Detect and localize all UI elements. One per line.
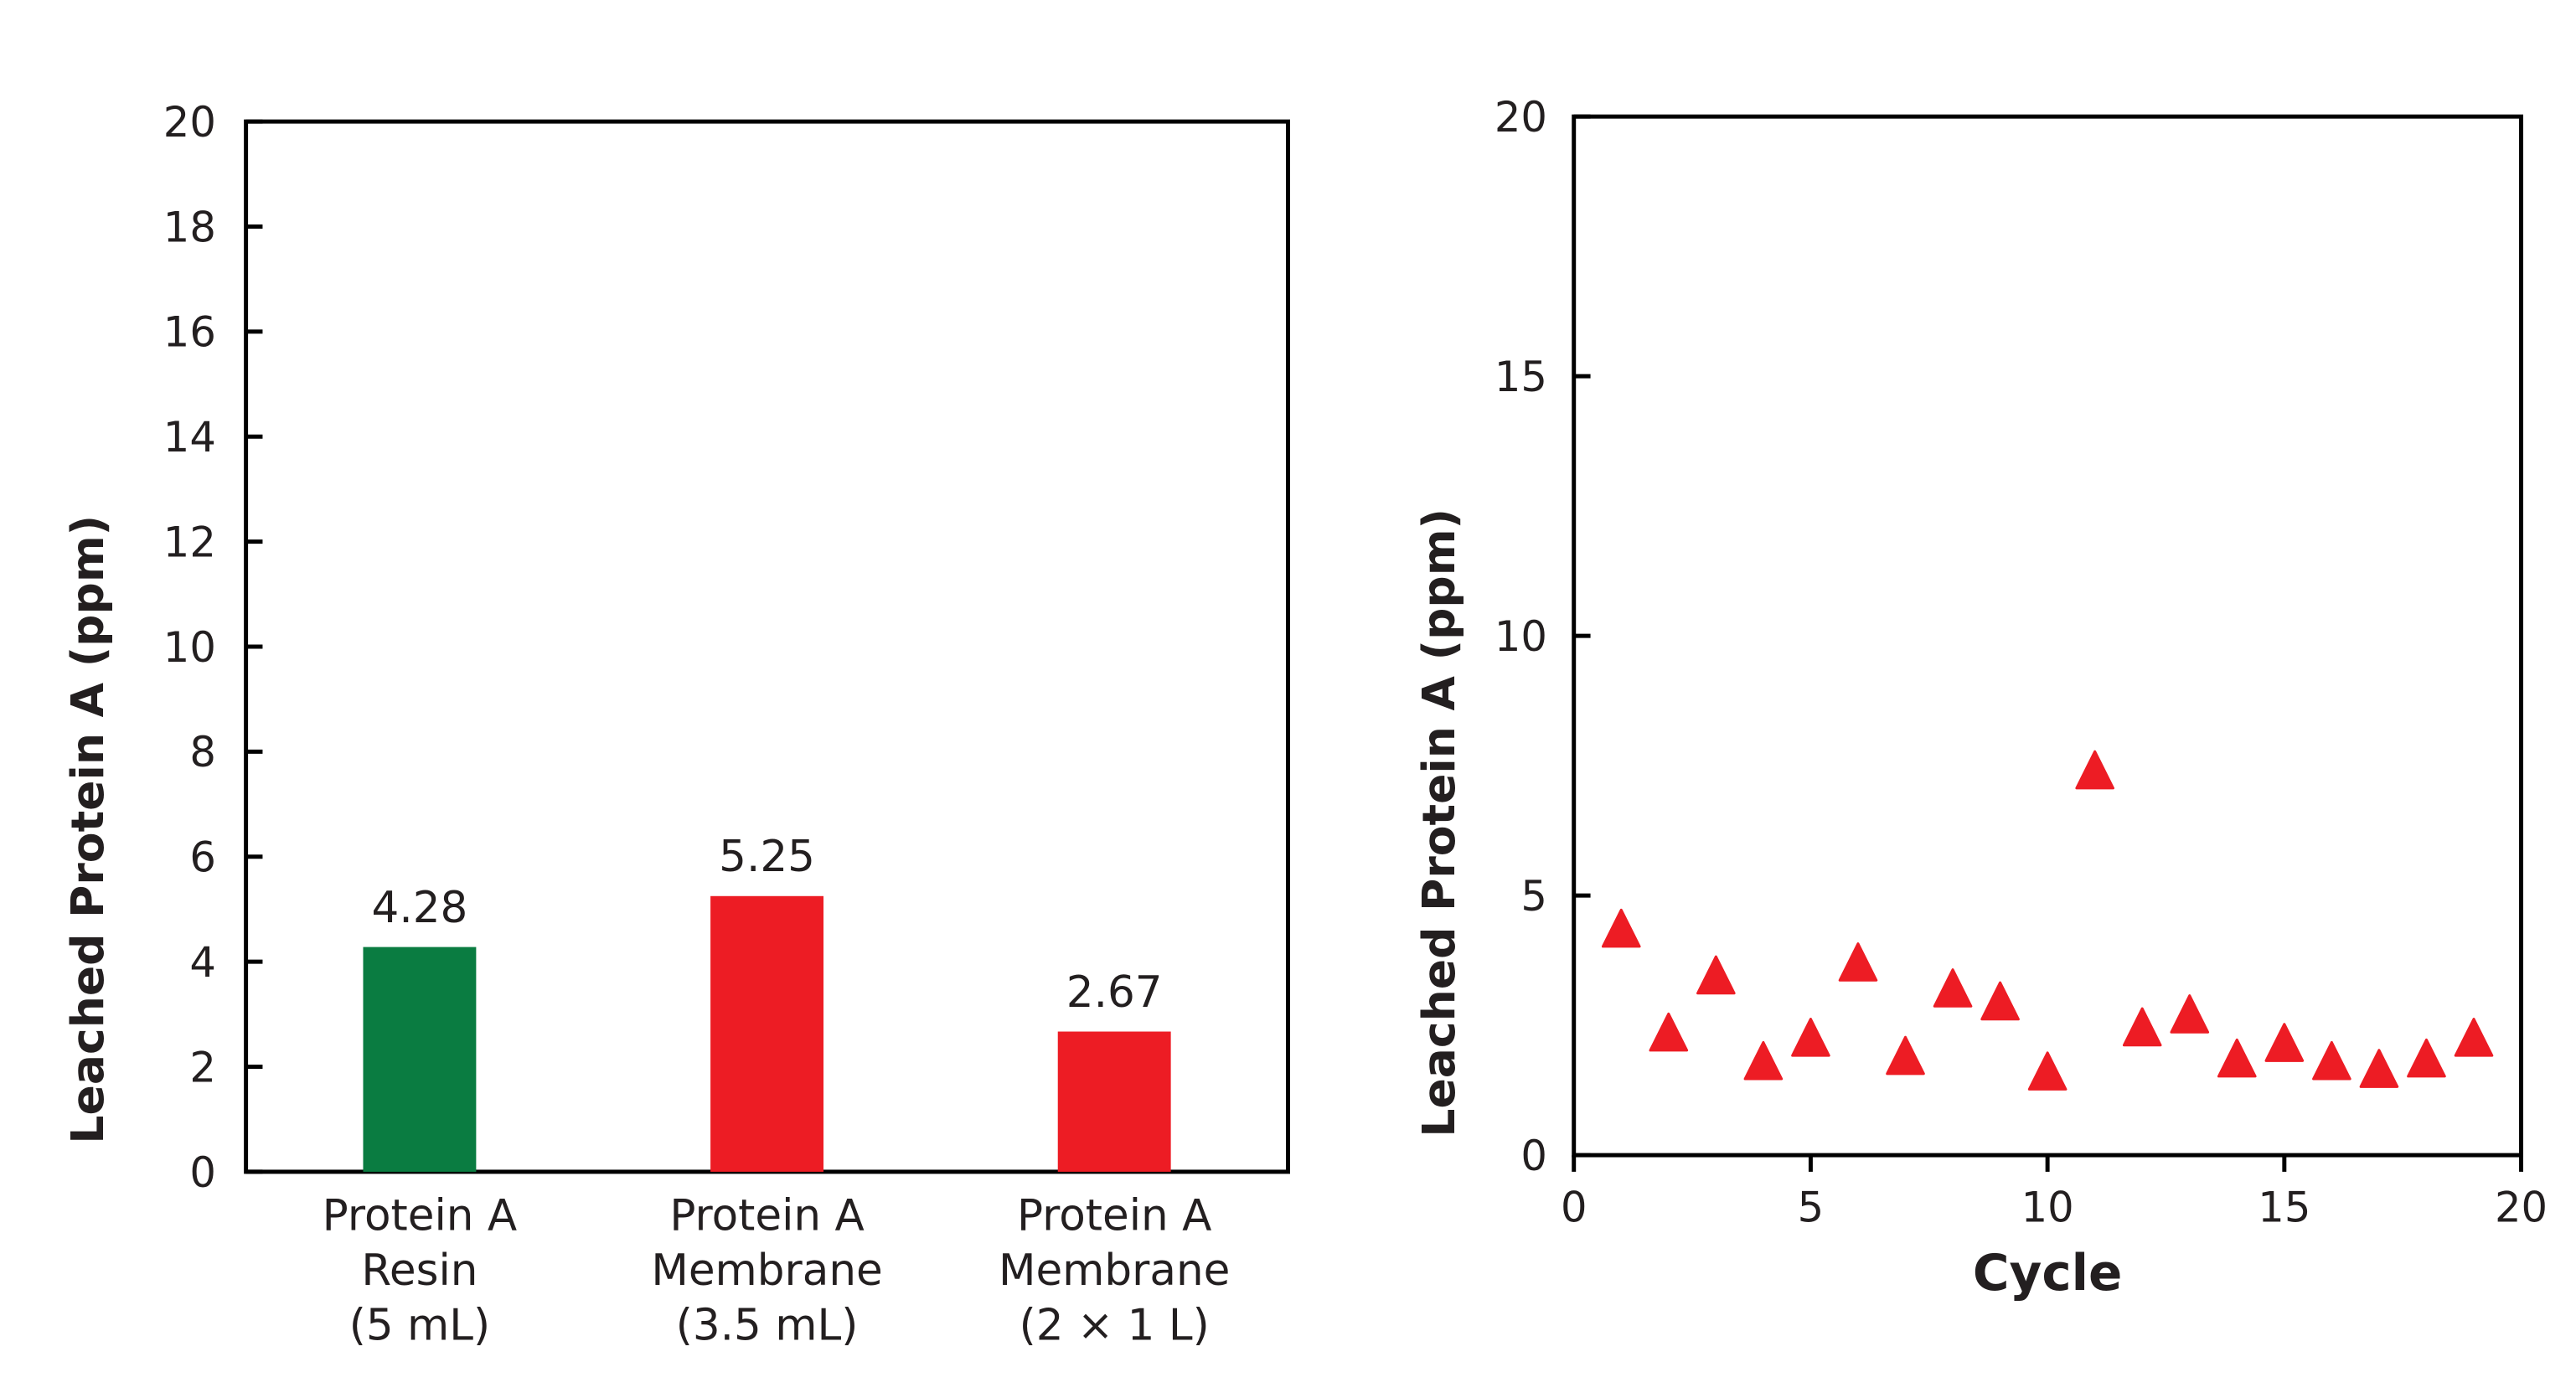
bar [1057,1031,1171,1172]
x-tick-label: 10 [2021,1183,2074,1231]
bar-chart: Leached Protein A (ppm) 0 2 4 6 8 10 12 14 16 18 2… [61,98,1290,1350]
y-tick-label: 0 [1520,1132,1547,1180]
y-tick-label: 14 [163,413,216,462]
triangle-data-point [1696,955,1736,995]
triangle-data-point [2454,1018,2494,1057]
bar-data-label: 4.28 [372,883,468,933]
y-tick-label: 4 [189,938,216,987]
triangle-data-point [2312,1040,2351,1081]
x-tick-label: 5 [1798,1183,1825,1231]
x-category-label: (2 × 1 L) [1020,1300,1210,1350]
bar-data-label: 5.25 [719,832,815,882]
x-tick-label: 0 [1561,1183,1587,1231]
y-tick-label: 18 [163,203,216,251]
y-tick-label: 12 [163,518,216,566]
y-tick-label: 8 [189,728,216,776]
x-category-label: (5 mL) [349,1300,490,1350]
triangle-data-point [1743,1040,1784,1081]
y-tick-label: 2 [189,1043,216,1091]
y-tick-label: 16 [163,308,216,357]
triangle-data-point [1886,1035,1925,1076]
y-tick-label: 20 [163,98,216,147]
x-category-label: Membrane [651,1246,882,1296]
triangle-data-point [1933,968,1973,1008]
triangle-data-point [2264,1023,2305,1062]
x-category-label: (3.5 mL) [676,1300,859,1350]
y-tick-label: 20 [1494,93,1547,142]
triangle-data-point [1601,908,1641,948]
y-tick-label: 6 [189,833,216,882]
x-category-label: Protein A [669,1190,864,1241]
triangle-data-point [1791,1018,1830,1057]
triangle-data-point [1649,1012,1689,1052]
x-category-label: Resin [361,1246,478,1296]
scatter-chart-y-axis-label: Leached Protein A (ppm) [1412,508,1465,1137]
y-tick-label: 15 [1494,353,1547,401]
y-tick-label: 10 [163,623,216,672]
scatter-chart-frame [1572,114,2524,1158]
scatter-chart-x-axis-label: Cycle [1973,1245,2122,1303]
triangle-data-point [2407,1038,2446,1078]
triangle-data-point [2027,1051,2068,1091]
x-tick-label: 15 [2258,1183,2310,1231]
triangle-data-point [1980,981,2020,1021]
y-tick-label: 0 [189,1148,216,1197]
y-tick-label: 10 [1494,612,1547,661]
x-category-label: Protein A [1017,1190,1211,1241]
triangle-data-point [1838,942,1878,982]
bar-data-label: 2.67 [1066,967,1163,1018]
x-category-label: Membrane [999,1246,1230,1296]
triangle-data-point [2217,1038,2257,1078]
triangle-data-point [2122,1007,2162,1047]
bar [363,947,477,1172]
scatter-chart: Leached Protein A (ppm) Cycle 0 5 10 15 20 0 5… [1412,93,2548,1303]
bar [710,895,824,1172]
triangle-data-point [2170,994,2210,1034]
triangle-data-point [2075,750,2114,790]
bar-chart-y-axis-label: Leached Protein A (ppm) [61,515,114,1144]
y-tick-label: 5 [1520,872,1547,921]
x-category-label: Protein A [323,1190,517,1241]
x-tick-label: 20 [2495,1183,2548,1231]
triangle-data-point [2359,1049,2399,1088]
